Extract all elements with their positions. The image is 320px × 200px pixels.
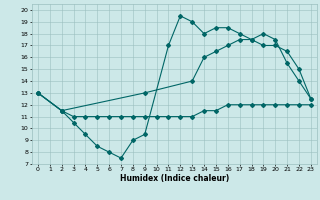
X-axis label: Humidex (Indice chaleur): Humidex (Indice chaleur) [120,174,229,183]
